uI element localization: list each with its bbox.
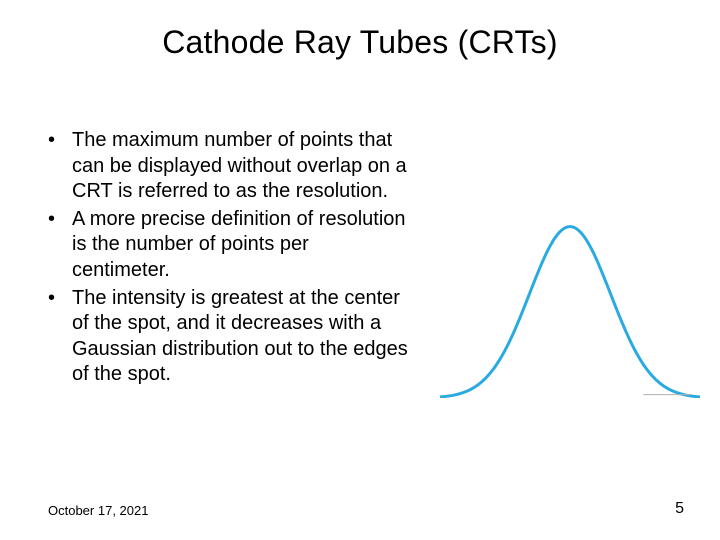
gaussian-curve-path (440, 227, 700, 397)
gaussian-curve-svg (440, 218, 700, 398)
slide: Cathode Ray Tubes (CRTs) The maximum num… (0, 0, 720, 540)
slide-title: Cathode Ray Tubes (CRTs) (0, 24, 720, 61)
footer-date: October 17, 2021 (48, 503, 148, 518)
bullet-item: The maximum number of points that can be… (48, 128, 408, 205)
bullet-list: The maximum number of points that can be… (48, 128, 408, 388)
bullet-item: The intensity is greatest at the center … (48, 286, 408, 388)
gaussian-figure (440, 218, 700, 398)
bullet-item: A more precise definition of resolution … (48, 207, 408, 284)
footer-page-number: 5 (675, 500, 684, 518)
slide-body: The maximum number of points that can be… (48, 128, 408, 390)
